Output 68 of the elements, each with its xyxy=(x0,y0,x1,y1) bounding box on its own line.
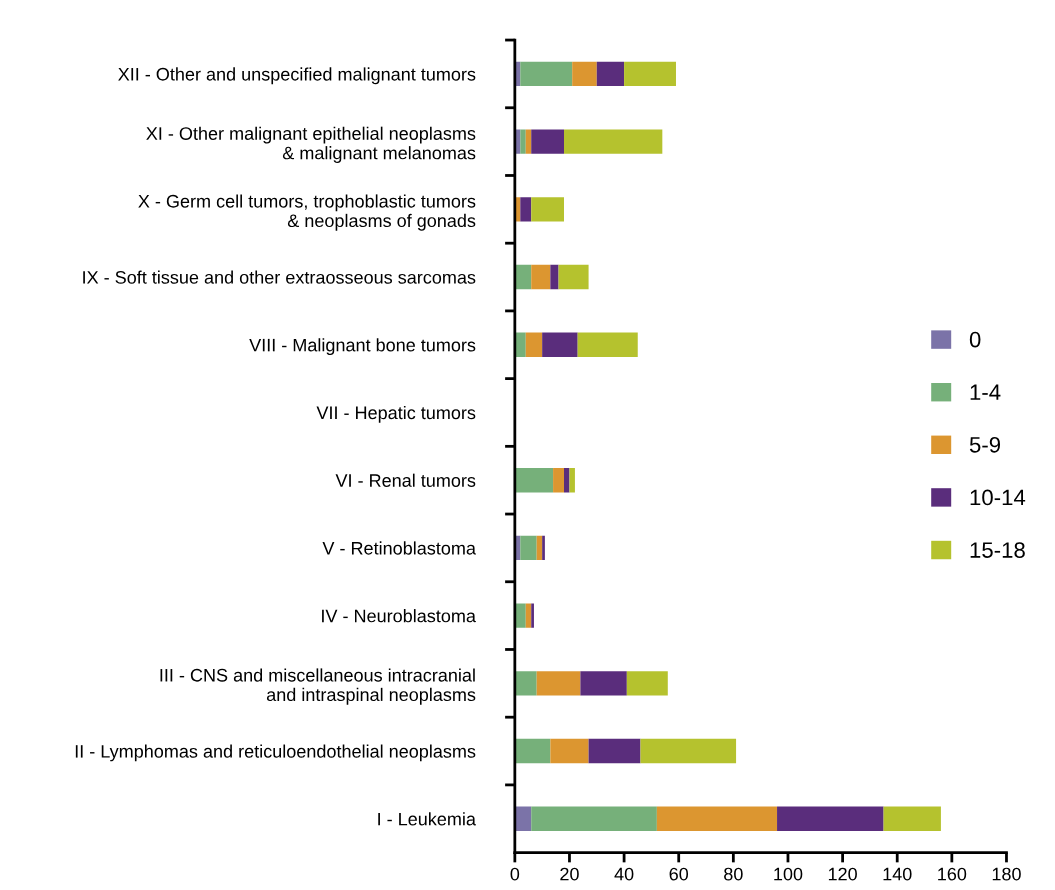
x-tick-label: 80 xyxy=(724,867,743,881)
bar xyxy=(531,129,564,154)
bar xyxy=(514,806,532,831)
legend-label: 10-14 xyxy=(970,489,1026,506)
y-tick-label: V - Retinoblastoma xyxy=(322,541,476,555)
bar xyxy=(777,806,884,831)
bar xyxy=(531,197,564,222)
bar xyxy=(514,468,554,493)
bar xyxy=(514,738,551,764)
y-tick-label: X - Germ cell tumors, trophoblastic tumors & neoplasms of gonads xyxy=(138,194,476,231)
bar xyxy=(531,603,534,628)
bar xyxy=(558,264,589,290)
x-tick-label: 160 xyxy=(938,867,967,881)
bar xyxy=(542,535,545,561)
y-tick-label: XII - Other and unspecified malignant tumors xyxy=(118,67,476,85)
y-tick-label: VII - Hepatic tumors xyxy=(316,405,476,423)
bar xyxy=(520,61,573,87)
bar xyxy=(514,671,537,696)
bar xyxy=(536,535,543,561)
bar xyxy=(624,61,676,87)
bar xyxy=(550,264,559,290)
bar xyxy=(564,468,570,493)
bar xyxy=(580,671,627,696)
bar xyxy=(525,129,532,154)
bar xyxy=(525,332,543,357)
bar xyxy=(626,671,668,696)
legend-label: 1-4 xyxy=(970,384,1001,400)
bar xyxy=(525,603,532,628)
bar xyxy=(520,535,537,561)
bar xyxy=(520,197,532,222)
x-tick-label: 40 xyxy=(614,867,634,881)
bar xyxy=(536,671,581,696)
bar xyxy=(577,332,638,357)
bar xyxy=(531,264,551,290)
bar xyxy=(514,603,526,628)
bar xyxy=(542,332,578,357)
bar xyxy=(531,806,657,831)
legend-label: 0 xyxy=(969,331,981,348)
y-tick-label: IV - Neuroblastoma xyxy=(322,609,476,623)
bar xyxy=(569,468,575,493)
y-tick-label: XI - Other malignant epithelial neoplasms & malignant melanomas xyxy=(146,126,476,163)
x-tick-label: 100 xyxy=(774,867,803,881)
y-tick-label: IX - Soft tissue and other extraosseous sarcomas xyxy=(83,270,476,284)
legend-label: 5-9 xyxy=(969,436,1001,453)
bar xyxy=(572,61,597,87)
bar xyxy=(596,61,625,87)
y-tick-label: III - CNS and miscellaneous intracranial and intraspinal neoplasms xyxy=(160,668,476,705)
bar xyxy=(883,806,941,831)
bar xyxy=(514,264,532,290)
bar xyxy=(564,129,663,154)
bar xyxy=(656,806,778,831)
bar xyxy=(553,468,564,493)
legend-label: 15-18 xyxy=(970,542,1025,558)
bar xyxy=(520,129,526,154)
x-tick-label: 0 xyxy=(510,867,520,881)
bar xyxy=(550,738,589,764)
x-tick-label: 60 xyxy=(669,867,689,881)
y-tick-label: II - Lymphomas and reticuloendothelial neoplasms xyxy=(75,744,476,762)
y-tick-label: VIII - Malignant bone tumors xyxy=(249,338,476,356)
x-tick-label: 180 xyxy=(992,867,1021,881)
bar xyxy=(514,332,526,357)
bar xyxy=(640,738,737,764)
bar xyxy=(588,738,641,764)
y-tick-label: I - Leukemia xyxy=(378,812,476,826)
x-tick-label: 20 xyxy=(560,867,579,881)
x-tick-label: 140 xyxy=(883,867,912,881)
y-tick-label: VI - Renal tumors xyxy=(335,473,476,487)
x-tick-label: 120 xyxy=(828,867,857,881)
